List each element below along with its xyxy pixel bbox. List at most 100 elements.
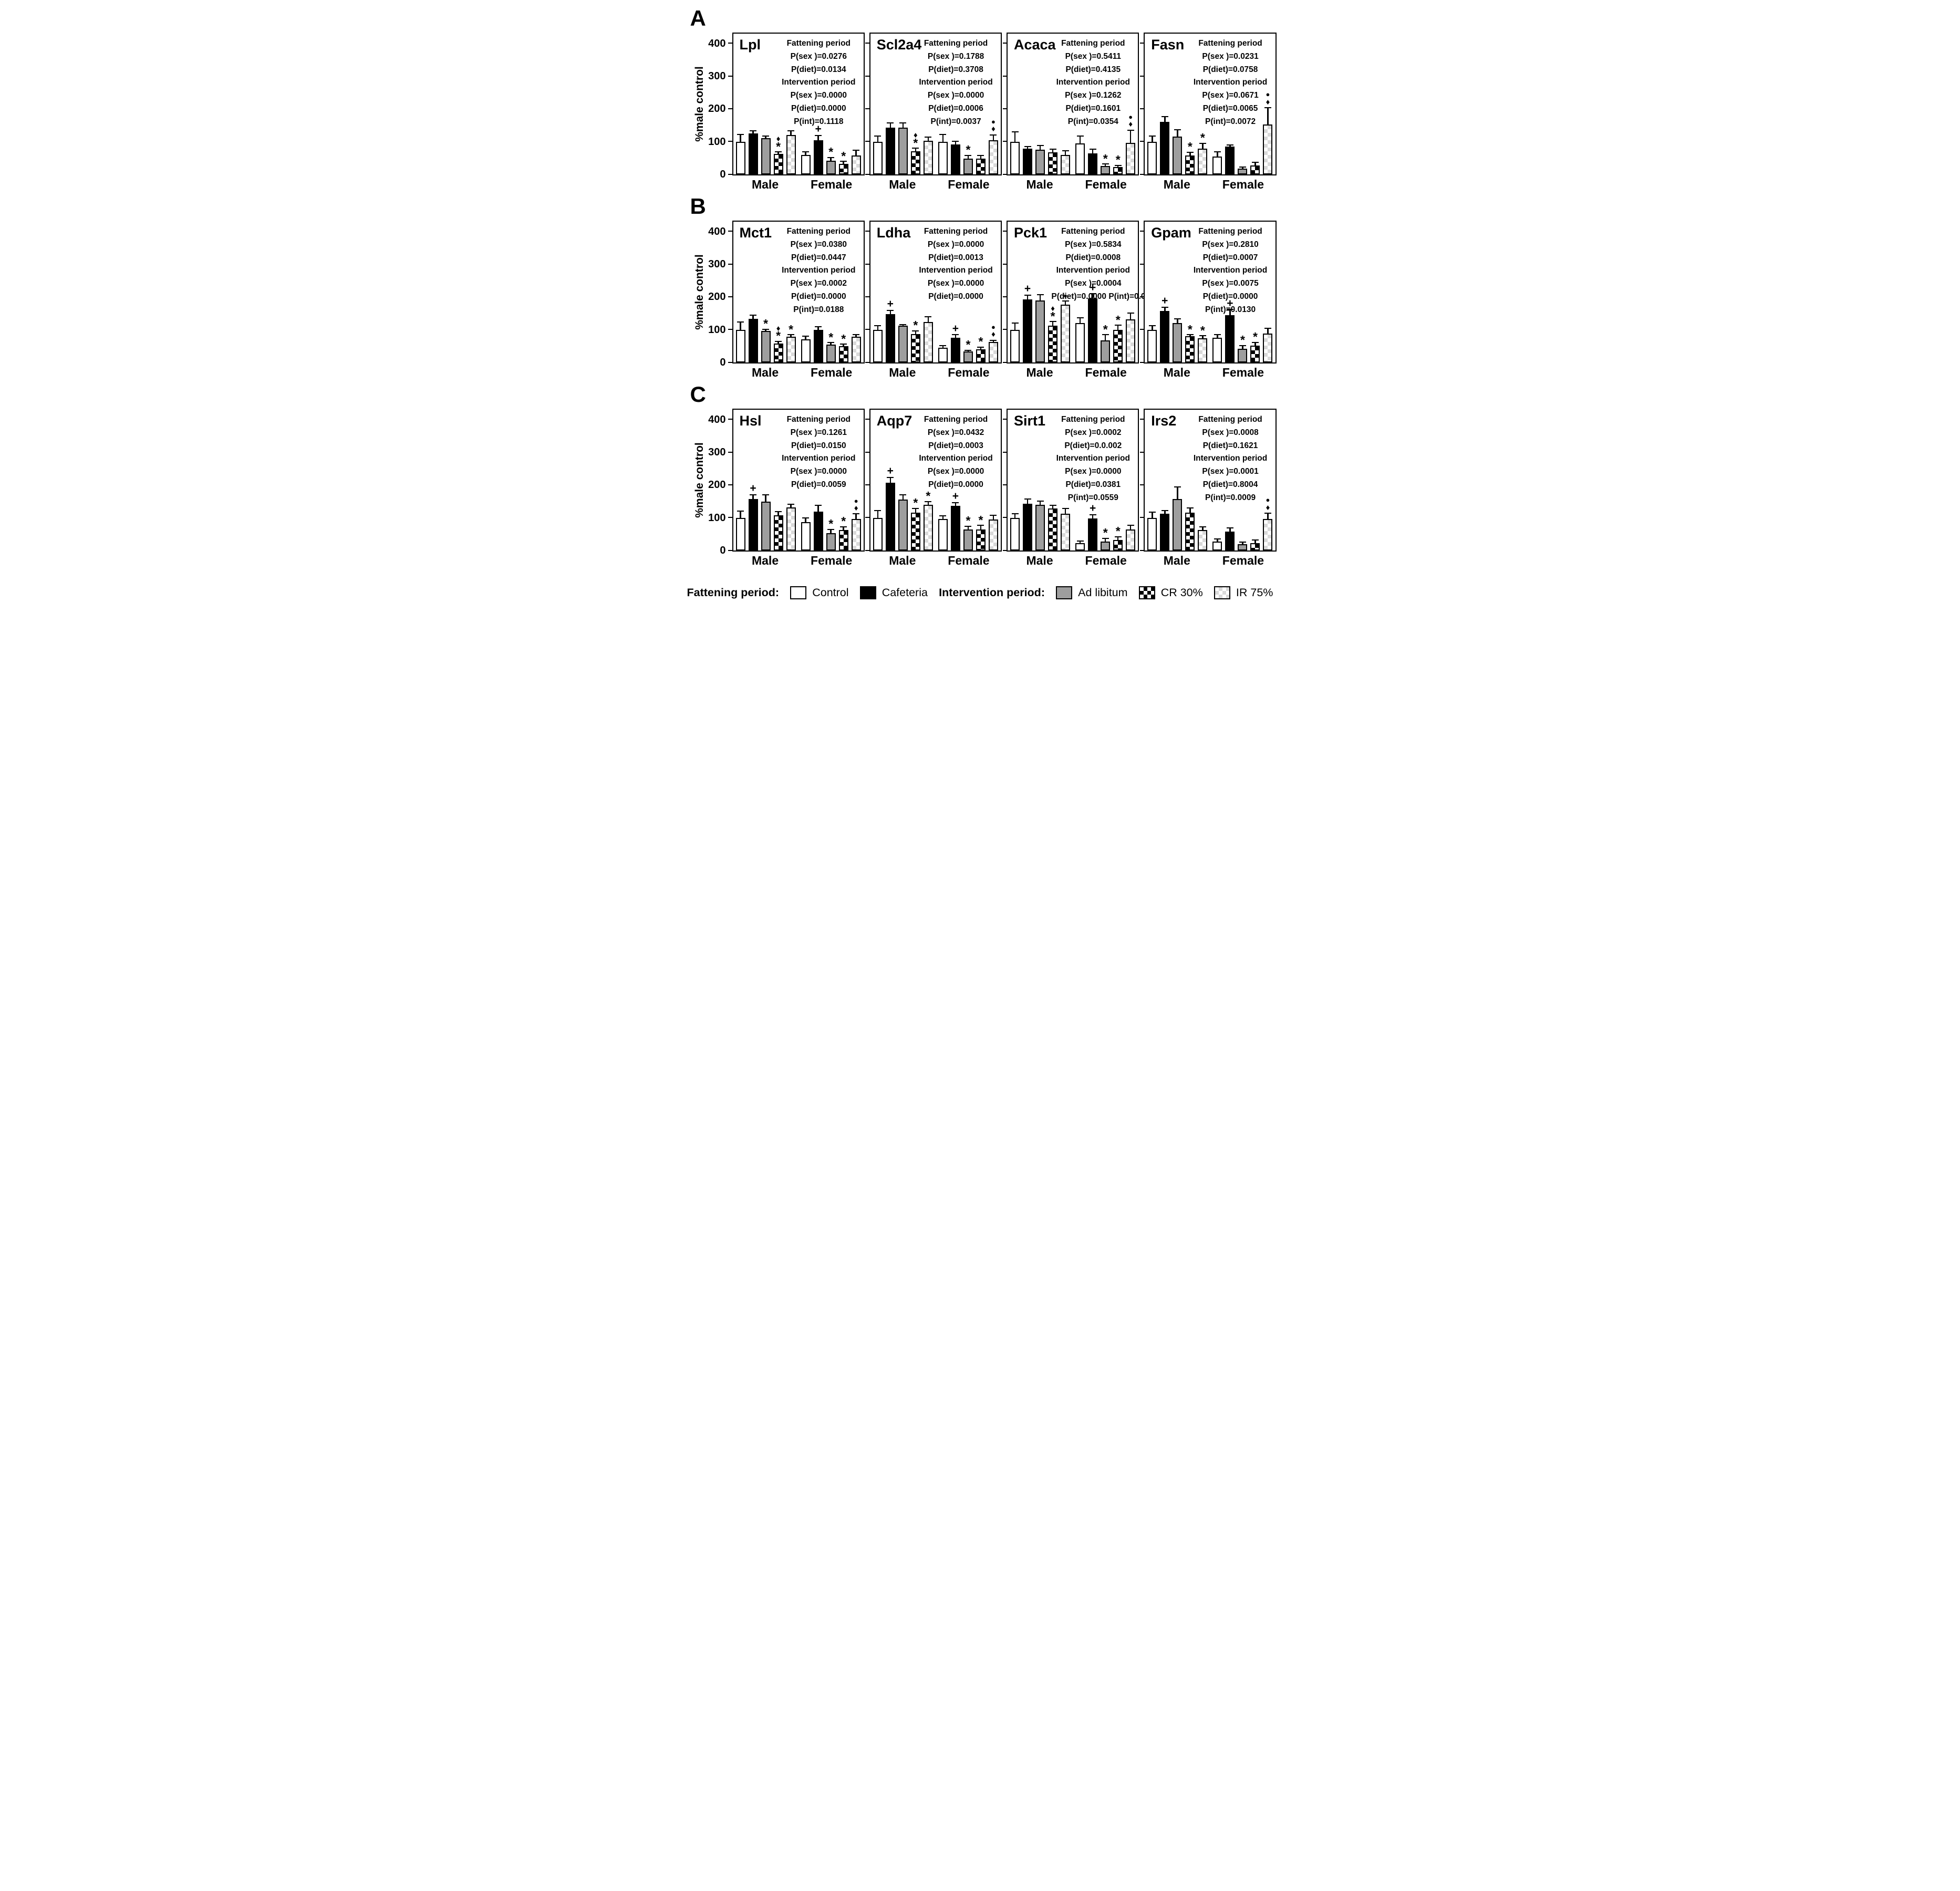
error-bar-cap xyxy=(750,314,757,316)
sig-marker-asterisk: * xyxy=(913,496,918,510)
sig-marker-plus: + xyxy=(1090,281,1096,294)
error-bar-cap xyxy=(1036,294,1044,296)
error-bar-cap xyxy=(912,330,919,331)
group-label-male: Male xyxy=(1026,177,1053,191)
bar-ir-75 xyxy=(1263,334,1273,362)
bar-column-control xyxy=(735,321,745,362)
bar-cafeteria xyxy=(885,314,895,362)
panel-hsl: 400 300 200 100 0 %male control + * * ● ♦ Hsl Fatten… xyxy=(693,409,865,556)
y-tick xyxy=(728,549,733,551)
bar-ir-75 xyxy=(1126,143,1136,174)
bar-ir-75 xyxy=(988,140,998,174)
stats-header: Fattening period xyxy=(1061,39,1125,48)
error-bar-cap xyxy=(762,136,770,137)
legend-item-label: IR 75% xyxy=(1236,586,1273,599)
bar-column-cr-30: * xyxy=(838,333,848,362)
bar-ir-75 xyxy=(923,141,933,174)
bar-column-ad-libitum xyxy=(1035,294,1045,362)
sig-markers: ● ♦ xyxy=(1266,496,1270,512)
error-bar xyxy=(1164,511,1166,514)
y-tick xyxy=(1002,173,1008,175)
error-bar-cap xyxy=(925,501,932,502)
y-tick xyxy=(1139,263,1145,265)
error-bar-cap xyxy=(952,502,959,503)
panel-title-hsl: Hsl xyxy=(739,413,762,429)
bar-column-control xyxy=(873,136,883,174)
stats-block: Fattening period P(sex )=0.1261 P(diet)=0.… xyxy=(777,413,860,492)
stats-p-value: P(sex )=0.2810 xyxy=(1202,240,1259,249)
error-bar-cap xyxy=(1148,512,1156,513)
sig-marker-diamond: ♦ xyxy=(776,134,781,144)
bar-column-ad-libitum: * xyxy=(963,143,973,174)
stats-p-value: P(diet)=0.1601 xyxy=(1065,103,1121,113)
control-swatch-icon xyxy=(790,586,807,599)
sig-marker-diamond: ♦ xyxy=(776,324,781,333)
error-bar xyxy=(1242,167,1243,169)
group-male: + * xyxy=(870,222,936,362)
bar-cafeteria xyxy=(885,483,895,550)
group-male: ♦ * xyxy=(733,34,798,174)
y-tick xyxy=(1139,451,1145,453)
sig-marker-diamond: ♦ xyxy=(1266,503,1270,512)
sig-markers: * xyxy=(1188,323,1192,335)
sig-markers: * xyxy=(978,336,983,347)
sig-marker-asterisk: * xyxy=(978,513,983,527)
error-bar xyxy=(740,512,741,518)
group-label-male: Male xyxy=(751,553,779,567)
error-bar-cap xyxy=(1076,541,1084,542)
error-bar-cap xyxy=(775,511,782,513)
sig-marker-diamond: ♦ xyxy=(913,131,918,140)
stats-p-value: P(int)=0.0072 xyxy=(1205,117,1256,126)
error-bar xyxy=(1129,314,1132,320)
panel-col-mct1: 400 300 200 100 0 %male control * ♦ * * * * Mct1 Fatt… xyxy=(693,221,865,381)
error-bar-cap xyxy=(965,349,972,351)
bar-ad-libitum xyxy=(761,502,771,550)
chart-grid: A 400 300 200 100 0 %male control ♦ * + * * Lpl Fatte… xyxy=(684,7,1277,569)
y-tick-label: 0 xyxy=(720,169,726,180)
group-female: * * ● ♦ xyxy=(1073,34,1138,174)
bar-ad-libitum xyxy=(1238,348,1248,362)
stats-block: Fattening period P(sex )=0.5834 P(diet)=0.… xyxy=(1051,225,1159,304)
sig-markers: * xyxy=(1253,331,1258,342)
error-bar xyxy=(777,152,779,154)
bar-cafeteria xyxy=(748,133,758,174)
bar-control xyxy=(873,517,883,550)
stats-header: Intervention period xyxy=(782,78,856,87)
group-labels: Male Female xyxy=(1007,175,1139,193)
bar-ad-libitum xyxy=(1035,300,1045,362)
bar-column-cr-30 xyxy=(1250,161,1260,174)
error-bar-cap xyxy=(1011,131,1019,133)
bar-column-cafeteria: + xyxy=(1088,281,1098,362)
error-bar-cap xyxy=(1214,151,1221,153)
stats-header: Intervention period xyxy=(1193,78,1268,87)
error-bar xyxy=(855,150,857,155)
legend-item-label: Cafeteria xyxy=(882,586,928,599)
error-bar-cap xyxy=(874,510,882,512)
bar-column-cr-30 xyxy=(976,155,986,174)
error-bar-cap xyxy=(1226,144,1233,146)
bar-ad-libitum xyxy=(826,344,836,362)
sig-markers: + xyxy=(1227,298,1233,309)
group-female: ● ♦ xyxy=(1210,34,1275,174)
y-tick xyxy=(728,108,733,110)
stats-header: Intervention period xyxy=(919,266,993,275)
error-bar xyxy=(1189,335,1191,337)
error-bar xyxy=(752,315,754,319)
bar-cr-30 xyxy=(910,334,920,362)
y-tick xyxy=(1139,549,1145,551)
bar-column-cafeteria: + xyxy=(748,483,758,550)
group-labels: Male Female xyxy=(1007,363,1139,381)
sig-marker-asterisk: * xyxy=(966,143,971,157)
bar-ir-75 xyxy=(1061,305,1071,362)
y-tick xyxy=(865,43,870,44)
stats-p-value: P(diet)=0.0065 xyxy=(1202,103,1258,113)
error-bar xyxy=(877,326,879,330)
error-bar xyxy=(1217,539,1218,542)
bar-cafeteria xyxy=(950,144,960,174)
bar-ad-libitum xyxy=(1173,137,1183,174)
y-tick xyxy=(1002,231,1008,232)
group-male xyxy=(1008,34,1073,174)
group-label-female: Female xyxy=(1085,553,1127,567)
error-bar xyxy=(955,335,957,338)
panel-title-aqp7: Aqp7 xyxy=(876,413,912,429)
